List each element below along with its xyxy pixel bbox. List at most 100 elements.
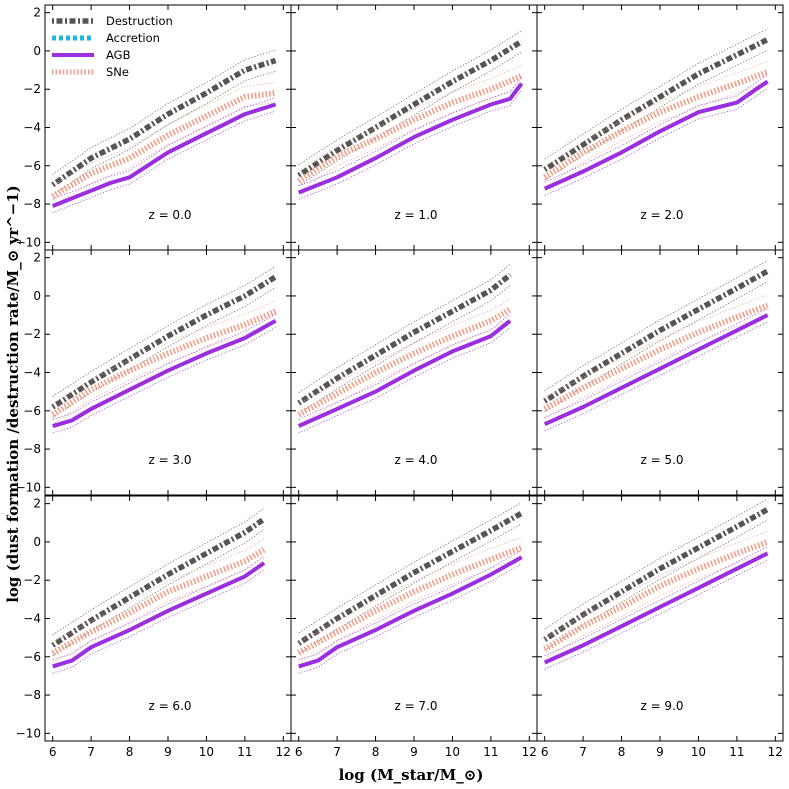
redshift-label: z = 6.0	[148, 699, 191, 713]
agb-band-upper	[544, 308, 768, 418]
destruction-band-upper	[298, 30, 522, 166]
agb-band-upper	[52, 555, 265, 661]
agb-band-lower	[544, 321, 768, 432]
agb-band-lower	[298, 563, 522, 674]
y-tick-label: −4	[23, 612, 41, 626]
redshift-label: z = 5.0	[640, 453, 683, 467]
destruction-band-lower	[298, 285, 511, 415]
destruction-band-upper	[298, 264, 511, 393]
series-group	[51, 265, 278, 434]
series-group	[51, 508, 266, 674]
y-tick-label: 2	[33, 497, 41, 511]
y-tick-label: −6	[23, 650, 41, 664]
sne-band-upper	[298, 298, 511, 405]
x-tick-label: 8	[372, 745, 380, 759]
x-tick-label: 12	[522, 745, 537, 759]
redshift-label: z = 1.0	[394, 208, 437, 222]
sne-band-lower	[52, 558, 265, 663]
destruction-band-upper	[544, 498, 768, 630]
agb-band-upper	[298, 76, 522, 187]
agb-band-upper	[544, 546, 768, 657]
y-tick-label: 2	[33, 6, 41, 20]
sne-line	[51, 90, 276, 199]
agb-band-upper	[298, 550, 522, 661]
sne-line	[543, 302, 769, 412]
series-group	[297, 30, 524, 200]
agb-band-lower	[544, 87, 768, 196]
series-group	[543, 28, 769, 196]
agb-line	[543, 313, 769, 427]
sne-band-upper	[52, 538, 265, 643]
destruction-line	[297, 272, 512, 406]
series-group	[51, 49, 277, 214]
agb-line	[297, 319, 512, 428]
y-tick-label: −4	[23, 366, 41, 380]
redshift-label: z = 2.0	[640, 208, 683, 222]
sne-band-upper	[52, 300, 276, 405]
agb-band-lower	[52, 569, 265, 674]
y-axis-label: log (dust formation /destruction rate/M_…	[4, 185, 22, 603]
destruction-line	[51, 57, 277, 188]
panel-3: z = 2.0	[536, 4, 784, 251]
y-tick-label: −6	[23, 159, 41, 173]
agb-band-upper	[52, 97, 276, 200]
y-tick-label: −8	[23, 197, 41, 211]
sne-band-lower	[544, 81, 768, 188]
agb-line	[52, 319, 277, 429]
destruction-band-upper	[52, 508, 265, 636]
destruction-line	[543, 37, 769, 172]
y-tick-label: −8	[23, 688, 41, 702]
sne-line	[51, 547, 266, 656]
legend-label-agb: AGB	[106, 48, 131, 62]
panel-2: z = 1.0	[290, 4, 538, 251]
destruction-line	[51, 274, 278, 410]
destruction-line	[543, 268, 769, 404]
destruction-line	[51, 516, 266, 648]
panel-9: 6 7 8 9 10 11 12 z = 9.0	[536, 495, 784, 759]
agb-line	[543, 551, 769, 665]
panel-6: z = 5.0	[536, 249, 784, 496]
x-tick-label: 10	[445, 745, 460, 759]
destruction-band-upper	[52, 49, 276, 175]
destruction-line	[297, 39, 524, 178]
y-tick-label: 0	[33, 44, 41, 58]
destruction-band-lower	[544, 519, 768, 651]
destruction-band-upper	[544, 260, 768, 392]
panel-1: 2 0 −2 −4 −6 −8 −10 z = 0.0	[16, 4, 292, 251]
x-tick-label: 8	[618, 745, 626, 759]
y-tick-label: 0	[33, 535, 41, 549]
x-tick-label: 6	[541, 745, 549, 759]
panel-8: 6 7 8 9 10 11 12 z = 7.0	[290, 495, 538, 759]
x-tick-label: 9	[410, 745, 418, 759]
sne-band-upper	[298, 536, 522, 643]
destruction-band-lower	[52, 70, 276, 196]
x-tick-label: 10	[691, 745, 706, 759]
redshift-label: z = 3.0	[148, 453, 191, 467]
agb-line	[298, 555, 523, 669]
sne-band-lower	[298, 556, 522, 663]
y-tick-label: 0	[33, 289, 41, 303]
destruction-band-lower	[298, 51, 522, 187]
sne-band-upper	[544, 294, 768, 399]
sne-band-lower	[544, 551, 768, 660]
redshift-label: z = 0.0	[148, 208, 191, 222]
sne-line	[297, 306, 512, 418]
series-group	[543, 260, 769, 432]
legend: Destruction Accretion AGB SNe	[52, 14, 173, 79]
x-tick-label: 9	[656, 745, 664, 759]
y-tick-label: −8	[23, 442, 41, 456]
sne-line	[297, 544, 523, 656]
y-tick-label: −2	[23, 327, 41, 341]
x-tick-label: 8	[126, 745, 134, 759]
sne-line	[543, 539, 769, 652]
redshift-label: z = 4.0	[394, 453, 437, 467]
x-tick-label: 12	[768, 745, 783, 759]
sne-line	[543, 69, 769, 180]
x-tick-label: 10	[199, 745, 214, 759]
x-tick-label: 7	[333, 745, 341, 759]
agb-band-upper	[298, 313, 511, 420]
x-tick-label: 6	[295, 745, 303, 759]
legend-label-accretion: Accretion	[106, 31, 160, 45]
redshift-label: z = 7.0	[394, 699, 437, 713]
destruction-band-upper	[298, 502, 522, 634]
